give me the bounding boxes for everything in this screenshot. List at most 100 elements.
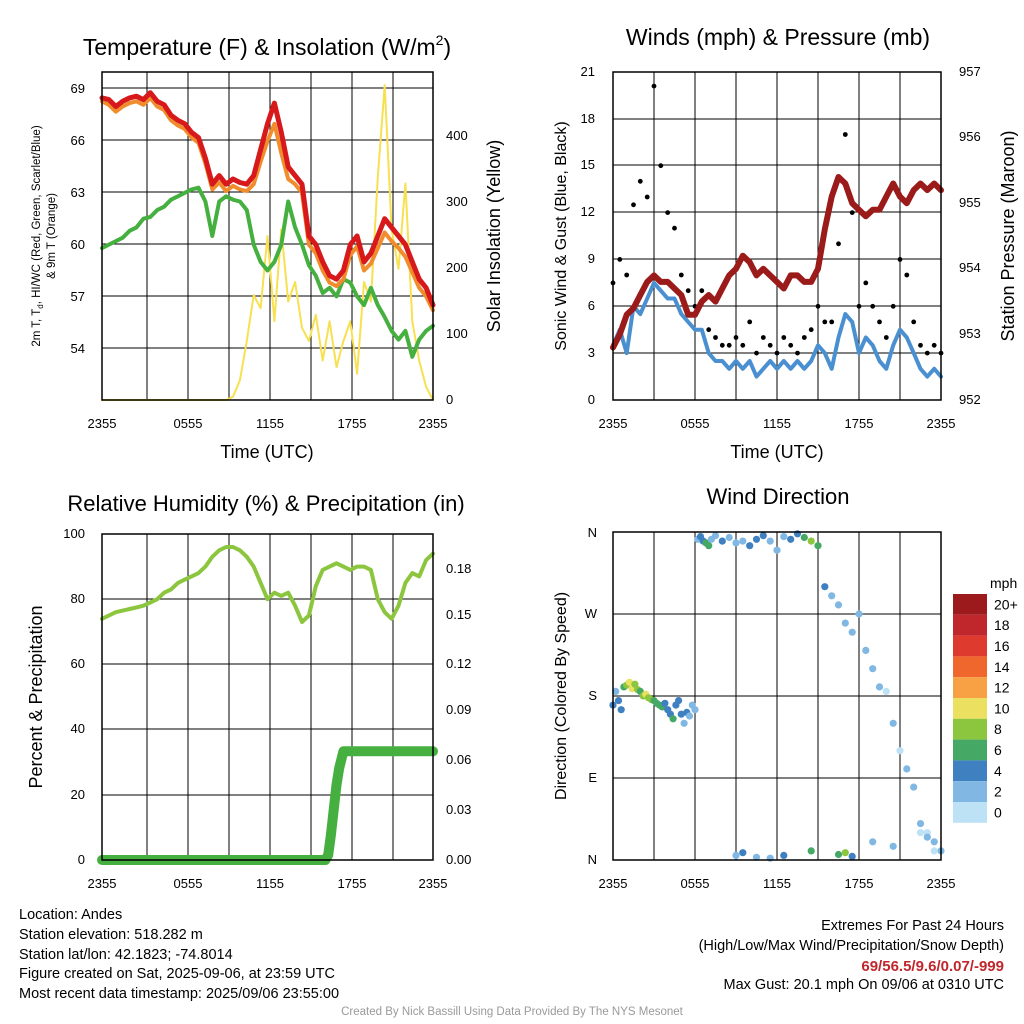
gust-point: [713, 335, 718, 340]
legend-swatch: [953, 760, 987, 782]
tick-label: 0555: [174, 876, 203, 891]
tick-label: 953: [959, 326, 981, 341]
direction-point: [711, 532, 720, 540]
legend-title: mph: [990, 575, 1017, 591]
tick-label: 0555: [681, 876, 710, 891]
gust-point: [883, 335, 889, 340]
direction-point: [882, 687, 890, 696]
wind-x-axis-label: Time (UTC): [730, 442, 823, 462]
direction-point: [759, 532, 767, 540]
direction-point: [612, 687, 620, 696]
dir-y-ticks: N E S W N: [585, 525, 598, 867]
direction-point: [625, 678, 634, 686]
rh-right-ticks: 0.00 0.03 0.06 0.09 0.12 0.15 0.18: [446, 561, 471, 867]
tick-label: 955: [959, 195, 981, 210]
direction-point: [780, 851, 788, 860]
direction-point: [916, 829, 925, 837]
tick-label: 40: [71, 721, 85, 736]
direction-point: [739, 537, 747, 545]
legend-swatch: [953, 656, 987, 678]
legend-label: 14: [994, 659, 1010, 675]
elevation-text: Station elevation: 518.282 m: [19, 926, 203, 943]
legend-swatch: [953, 594, 987, 615]
gust-point: [767, 342, 773, 348]
gust-point: [665, 210, 671, 216]
legend-swatch: [953, 635, 987, 657]
direction-point: [869, 838, 877, 846]
tick-label: 1755: [845, 876, 874, 891]
temp-panel: Temperature (F) & Insolation (W/m2) 54 5…: [31, 32, 504, 462]
direction-point: [752, 853, 761, 861]
direction-point: [787, 535, 795, 543]
temp-plot-frame: [101, 71, 434, 401]
gust-point: [747, 319, 753, 325]
tick-label: 1155: [763, 876, 791, 891]
tick-label: 2355: [927, 876, 956, 891]
direction-point: [855, 610, 863, 618]
tick-label: N: [588, 525, 597, 540]
tick-label: 100: [446, 326, 468, 341]
direction-point: [841, 619, 849, 627]
tick-label: 2355: [88, 416, 117, 431]
legend-swatch: [953, 781, 987, 802]
direction-point: [896, 747, 904, 755]
tick-label: E: [588, 770, 597, 785]
tick-label: 0.00: [446, 852, 471, 867]
station-info: Location: Andes Station elevation: 518.2…: [19, 906, 339, 1005]
legend-label: 20+: [994, 596, 1018, 612]
dir-x-ticks: 2355 0555 1155 1755 2355: [599, 876, 956, 891]
direction-point: [617, 706, 625, 714]
direction-point: [807, 847, 815, 855]
tick-label: 6: [588, 298, 595, 313]
tick-label: 60: [71, 656, 85, 671]
direction-point: [766, 537, 774, 545]
temp-x-ticks: 2355 0555 1155 1755 2355: [88, 416, 448, 431]
gust-point: [760, 335, 766, 340]
gust-point: [795, 350, 800, 356]
legend-swatch: [953, 677, 987, 698]
gust-point: [822, 319, 828, 325]
tick-label: 400: [446, 128, 468, 143]
tick-label: 80: [71, 591, 85, 606]
direction-point: [923, 833, 931, 841]
gust-point: [842, 132, 848, 137]
rh-left-ticks: 0 20 40 60 80 100: [63, 526, 85, 867]
gust-point: [706, 327, 712, 333]
series-line-9m-t: [100, 95, 435, 313]
gust-point: [918, 342, 923, 348]
gust-point: [801, 335, 807, 340]
direction-point: [834, 601, 843, 609]
legend-label: 16: [994, 638, 1010, 654]
rh-panel-title: Relative Humidity (%) & Precipitation (i…: [67, 491, 464, 516]
legend-swatch: [953, 802, 987, 823]
tick-label: 1155: [763, 416, 791, 431]
tick-label: 0555: [681, 416, 710, 431]
tick-label: 300: [446, 194, 468, 209]
direction-point: [800, 533, 808, 542]
direction-point: [705, 542, 713, 550]
gust-point: [924, 350, 930, 356]
tick-label: W: [585, 606, 598, 621]
direction-point: [614, 697, 623, 705]
tick-label: 0.12: [446, 656, 471, 671]
gust-point: [829, 319, 835, 325]
gust-point: [754, 350, 759, 356]
tick-label: 69: [71, 81, 85, 96]
wind-right-axis-label: Station Pressure (Maroon): [998, 130, 1018, 341]
tick-label: 0: [588, 392, 595, 407]
tick-label: 15: [581, 157, 595, 172]
gust-point: [685, 288, 691, 294]
wind-panel: Winds (mph) & Pressure (mb) 0 3 6 9 12 1…: [553, 24, 1018, 462]
tick-label: 2355: [419, 416, 448, 431]
gust-point: [849, 210, 855, 216]
direction-point: [680, 719, 688, 727]
direction-point: [669, 715, 677, 723]
gust-point: [856, 303, 862, 309]
temp-plot-series: [99, 84, 436, 401]
rh-left-axis-label: Percent & Precipitation: [26, 605, 46, 788]
gust-point: [733, 335, 739, 340]
tick-label: 57: [71, 289, 85, 304]
wind-left-axis-label: Sonic Wind & Gust (Blue, Black): [553, 121, 570, 350]
gust-point: [897, 257, 903, 262]
legend-label: 4: [994, 763, 1002, 779]
